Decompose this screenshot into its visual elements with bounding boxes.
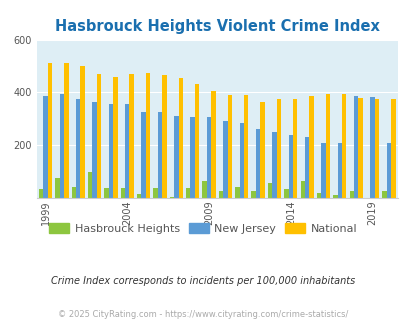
Bar — [92, 102, 96, 198]
Bar — [218, 191, 223, 198]
Bar — [169, 197, 174, 198]
Bar — [43, 96, 48, 198]
Bar — [136, 194, 141, 198]
Bar — [185, 188, 190, 198]
Title: Hasbrouck Heights Violent Crime Index: Hasbrouck Heights Violent Crime Index — [55, 19, 379, 34]
Bar — [55, 178, 60, 198]
Bar — [333, 195, 337, 198]
Bar — [125, 104, 129, 198]
Bar — [113, 77, 117, 198]
Bar — [109, 104, 113, 198]
Bar — [104, 188, 109, 198]
Bar — [369, 97, 374, 198]
Bar — [60, 94, 64, 198]
Bar — [272, 132, 276, 198]
Bar — [158, 112, 162, 198]
Bar — [153, 188, 158, 198]
Bar — [145, 73, 150, 198]
Bar — [349, 191, 353, 198]
Bar — [223, 121, 227, 198]
Bar — [386, 143, 390, 198]
Bar — [227, 95, 231, 198]
Bar — [284, 189, 288, 198]
Bar — [190, 117, 194, 198]
Bar — [162, 75, 166, 198]
Legend: Hasbrouck Heights, New Jersey, National: Hasbrouck Heights, New Jersey, National — [45, 219, 360, 239]
Bar — [325, 94, 329, 198]
Bar — [304, 137, 309, 198]
Bar — [255, 129, 260, 198]
Bar — [390, 99, 394, 198]
Bar — [309, 96, 313, 198]
Text: © 2025 CityRating.com - https://www.cityrating.com/crime-statistics/: © 2025 CityRating.com - https://www.city… — [58, 310, 347, 319]
Bar — [80, 66, 85, 198]
Bar — [353, 96, 358, 198]
Bar — [174, 116, 178, 198]
Bar — [337, 143, 341, 198]
Bar — [374, 99, 378, 198]
Bar — [267, 183, 272, 198]
Text: Crime Index corresponds to incidents per 100,000 inhabitants: Crime Index corresponds to incidents per… — [51, 276, 354, 286]
Bar — [141, 112, 145, 198]
Bar — [320, 143, 325, 198]
Bar — [71, 187, 76, 198]
Bar — [239, 123, 243, 198]
Bar — [358, 98, 362, 198]
Bar — [206, 117, 211, 198]
Bar — [316, 193, 320, 198]
Bar — [194, 84, 199, 198]
Bar — [64, 63, 68, 198]
Bar — [234, 187, 239, 198]
Bar — [178, 78, 183, 198]
Bar — [129, 74, 134, 198]
Bar — [382, 191, 386, 198]
Bar — [88, 172, 92, 198]
Bar — [39, 189, 43, 198]
Bar — [292, 99, 297, 198]
Bar — [288, 135, 292, 198]
Bar — [211, 91, 215, 198]
Bar — [120, 188, 125, 198]
Bar — [202, 181, 206, 198]
Bar — [251, 191, 255, 198]
Bar — [243, 95, 248, 198]
Bar — [341, 94, 345, 198]
Bar — [96, 74, 101, 198]
Bar — [76, 99, 80, 198]
Bar — [300, 181, 304, 198]
Bar — [260, 102, 264, 198]
Bar — [48, 63, 52, 198]
Bar — [276, 99, 280, 198]
